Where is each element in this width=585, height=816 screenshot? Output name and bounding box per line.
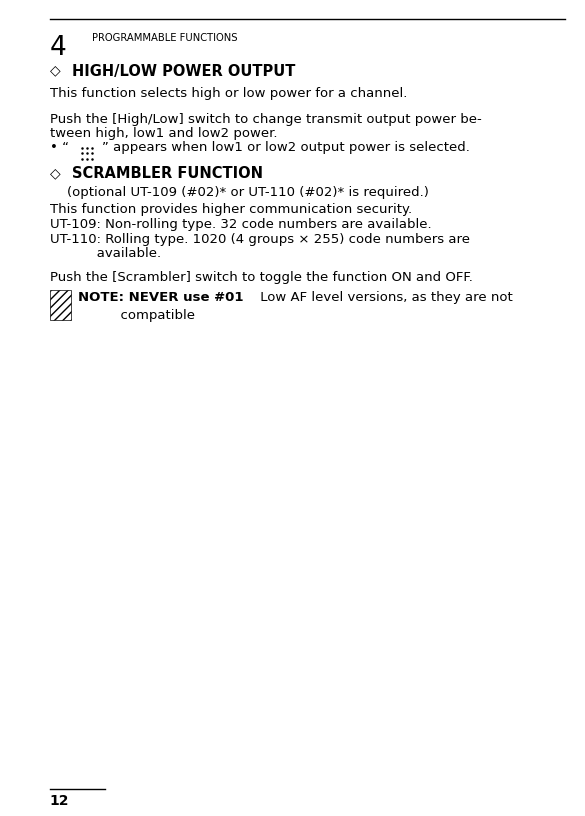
Text: ” appears when low1 or low2 output power is selected.: ” appears when low1 or low2 output power…: [102, 141, 470, 154]
Text: SCRAMBLER FUNCTION: SCRAMBLER FUNCTION: [72, 166, 263, 181]
Text: HIGH/LOW POWER OUTPUT: HIGH/LOW POWER OUTPUT: [72, 64, 295, 78]
Text: 12: 12: [50, 794, 69, 808]
Text: ◇: ◇: [50, 64, 60, 78]
Text: PROGRAMMABLE FUNCTIONS: PROGRAMMABLE FUNCTIONS: [92, 33, 238, 42]
Text: Push the [Scrambler] switch to toggle the function ON and OFF.: Push the [Scrambler] switch to toggle th…: [50, 271, 473, 284]
Text: Low AF level versions, as they are not: Low AF level versions, as they are not: [256, 291, 513, 304]
Text: This function selects high or low power for a channel.: This function selects high or low power …: [50, 87, 407, 100]
Text: compatible: compatible: [78, 309, 195, 322]
Text: This function provides higher communication security.: This function provides higher communicat…: [50, 203, 412, 216]
Text: NOTE: NEVER use #01: NOTE: NEVER use #01: [78, 291, 243, 304]
Text: • “: • “: [50, 141, 68, 154]
Text: UT-109: Non-rolling type. 32 code numbers are available.: UT-109: Non-rolling type. 32 code number…: [50, 218, 431, 231]
Text: Push the [High/Low] switch to change transmit output power be-: Push the [High/Low] switch to change tra…: [50, 113, 481, 126]
Text: ◇: ◇: [50, 166, 60, 180]
Text: 4: 4: [50, 35, 67, 61]
Text: UT-110: Rolling type. 1020 (4 groups × 255) code numbers are: UT-110: Rolling type. 1020 (4 groups × 2…: [50, 233, 470, 246]
Text: tween high, low1 and low2 power.: tween high, low1 and low2 power.: [50, 127, 277, 140]
Bar: [50, 290, 71, 320]
Text: available.: available.: [50, 247, 161, 260]
Text: (optional UT-109 (#02)* or UT-110 (#02)* is required.): (optional UT-109 (#02)* or UT-110 (#02)*…: [50, 186, 429, 199]
